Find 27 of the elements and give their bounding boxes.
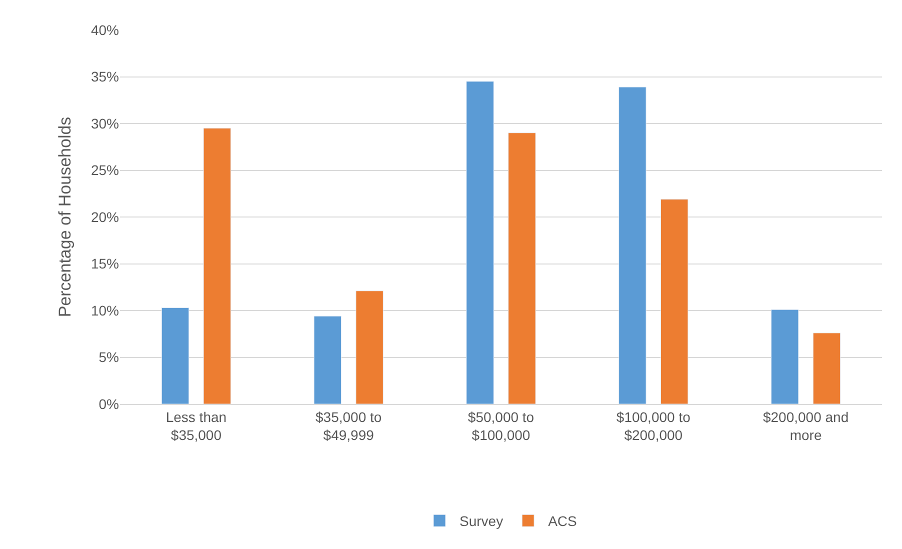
y-tick-label: 15%: [90, 256, 119, 272]
x-tick-label: $50,000 to $100,000: [468, 408, 534, 443]
bar: [314, 316, 342, 404]
y-axis-title: Percentage of Households: [56, 116, 75, 318]
y-tick-label: 5%: [98, 349, 119, 366]
x-tick-label: Less than $35,000: [166, 408, 227, 443]
y-tick-label: 0%: [98, 396, 119, 412]
y-tick-label: 25%: [90, 162, 119, 178]
bar: [203, 128, 232, 404]
bar: [812, 332, 841, 404]
bar: [466, 81, 494, 404]
y-tick-label: 30%: [90, 115, 119, 132]
legend-label: ACS: [548, 513, 577, 530]
y-tick-label: 35%: [90, 68, 119, 85]
bar: [660, 198, 688, 404]
y-tick-label: 20%: [90, 208, 119, 225]
bar: [508, 132, 536, 404]
bar: [356, 290, 384, 404]
y-tick-label: 40%: [90, 22, 119, 38]
x-tick-label: $200,000 and more: [762, 408, 849, 443]
x-tick-label: $35,000 to $49,999: [316, 408, 382, 443]
bar: [161, 307, 190, 404]
bar: [618, 86, 646, 404]
y-tick-label: 10%: [90, 302, 119, 318]
legend-label: Survey: [460, 513, 504, 530]
x-tick-label: $100,000 to $200,000: [616, 408, 691, 443]
bar: [770, 309, 799, 404]
